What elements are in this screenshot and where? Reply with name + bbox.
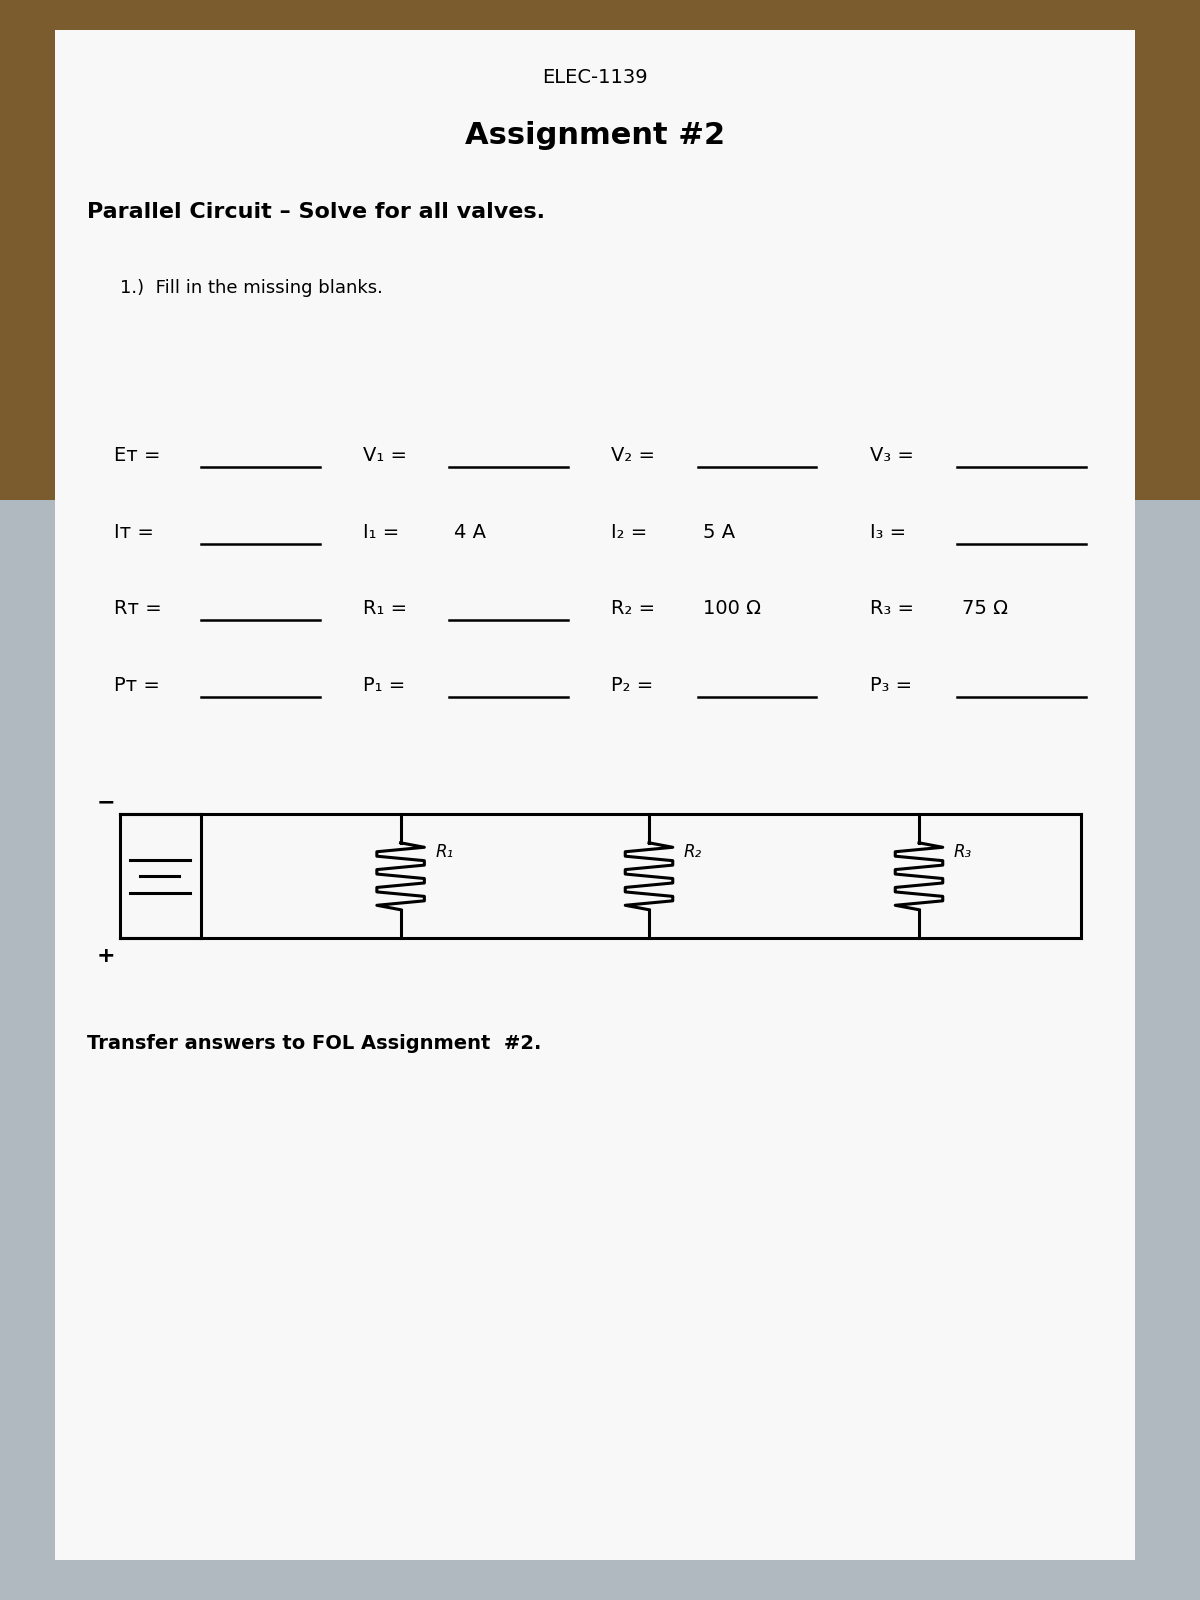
Bar: [0, 0, 80, 1600]
Text: R₃: R₃: [954, 843, 972, 861]
Text: 1.)  Fill in the missing blanks.: 1.) Fill in the missing blanks.: [120, 278, 383, 298]
Text: I₂ =: I₂ =: [611, 523, 648, 541]
Text: +: +: [96, 947, 115, 966]
Text: I₃ =: I₃ =: [870, 523, 906, 541]
Text: R₂: R₂: [684, 843, 702, 861]
Text: Parallel Circuit – Solve for all valves.: Parallel Circuit – Solve for all valves.: [88, 202, 545, 222]
Bar: [0, 0, 1200, 499]
Text: Transfer answers to FOL Assignment  #2.: Transfer answers to FOL Assignment #2.: [88, 1034, 541, 1053]
Text: R₁: R₁: [436, 843, 454, 861]
Text: P₂ =: P₂ =: [611, 675, 654, 694]
Text: 5 A: 5 A: [703, 523, 734, 541]
Text: 100 Ω: 100 Ω: [703, 598, 761, 618]
Text: P₃ =: P₃ =: [870, 675, 912, 694]
Bar: [0, 400, 1200, 1600]
Text: V₃ =: V₃ =: [870, 446, 914, 466]
Text: 4 A: 4 A: [454, 523, 486, 541]
Text: R₂ =: R₂ =: [611, 598, 655, 618]
Text: Assignment #2: Assignment #2: [464, 120, 725, 150]
Text: R₁ =: R₁ =: [362, 598, 407, 618]
Text: Eᴛ =: Eᴛ =: [114, 446, 161, 466]
Text: V₁ =: V₁ =: [362, 446, 407, 466]
Bar: [1100, 0, 1200, 1600]
Text: 75 Ω: 75 Ω: [962, 598, 1008, 618]
Text: ELEC-1139: ELEC-1139: [542, 69, 648, 88]
Text: Iᴛ =: Iᴛ =: [114, 523, 155, 541]
Text: Pᴛ =: Pᴛ =: [114, 675, 161, 694]
Text: P₁ =: P₁ =: [362, 675, 406, 694]
Text: I₁ =: I₁ =: [362, 523, 400, 541]
Text: R₃ =: R₃ =: [870, 598, 914, 618]
Bar: [0, 0, 1200, 499]
Text: V₂ =: V₂ =: [611, 446, 655, 466]
Text: Rᴛ =: Rᴛ =: [114, 598, 162, 618]
Text: −: −: [96, 792, 115, 813]
